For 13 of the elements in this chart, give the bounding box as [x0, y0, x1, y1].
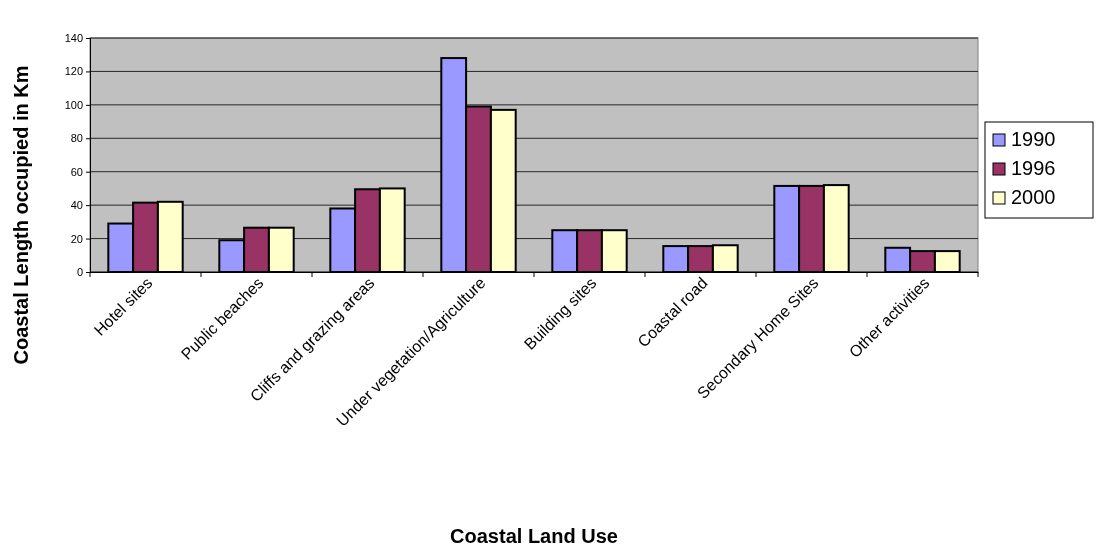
y-tick-label: 20 [70, 232, 83, 245]
y-tick-label: 80 [70, 132, 83, 145]
y-axis-title: Coastal Length occupied in Km [10, 65, 32, 365]
x-axis-title: Coastal Land Use [450, 525, 618, 547]
legend-label: 2000 [1011, 186, 1056, 208]
y-tick-label: 120 [64, 65, 83, 78]
y-tick-label: 140 [64, 32, 83, 45]
y-tick-label: 60 [70, 165, 83, 178]
y-tick-label: 40 [70, 199, 83, 212]
legend-label: 1996 [1011, 157, 1056, 179]
y-tick-label: 0 [76, 266, 83, 279]
legend-label: 1990 [1011, 128, 1056, 150]
y-tick-label: 100 [64, 98, 83, 111]
